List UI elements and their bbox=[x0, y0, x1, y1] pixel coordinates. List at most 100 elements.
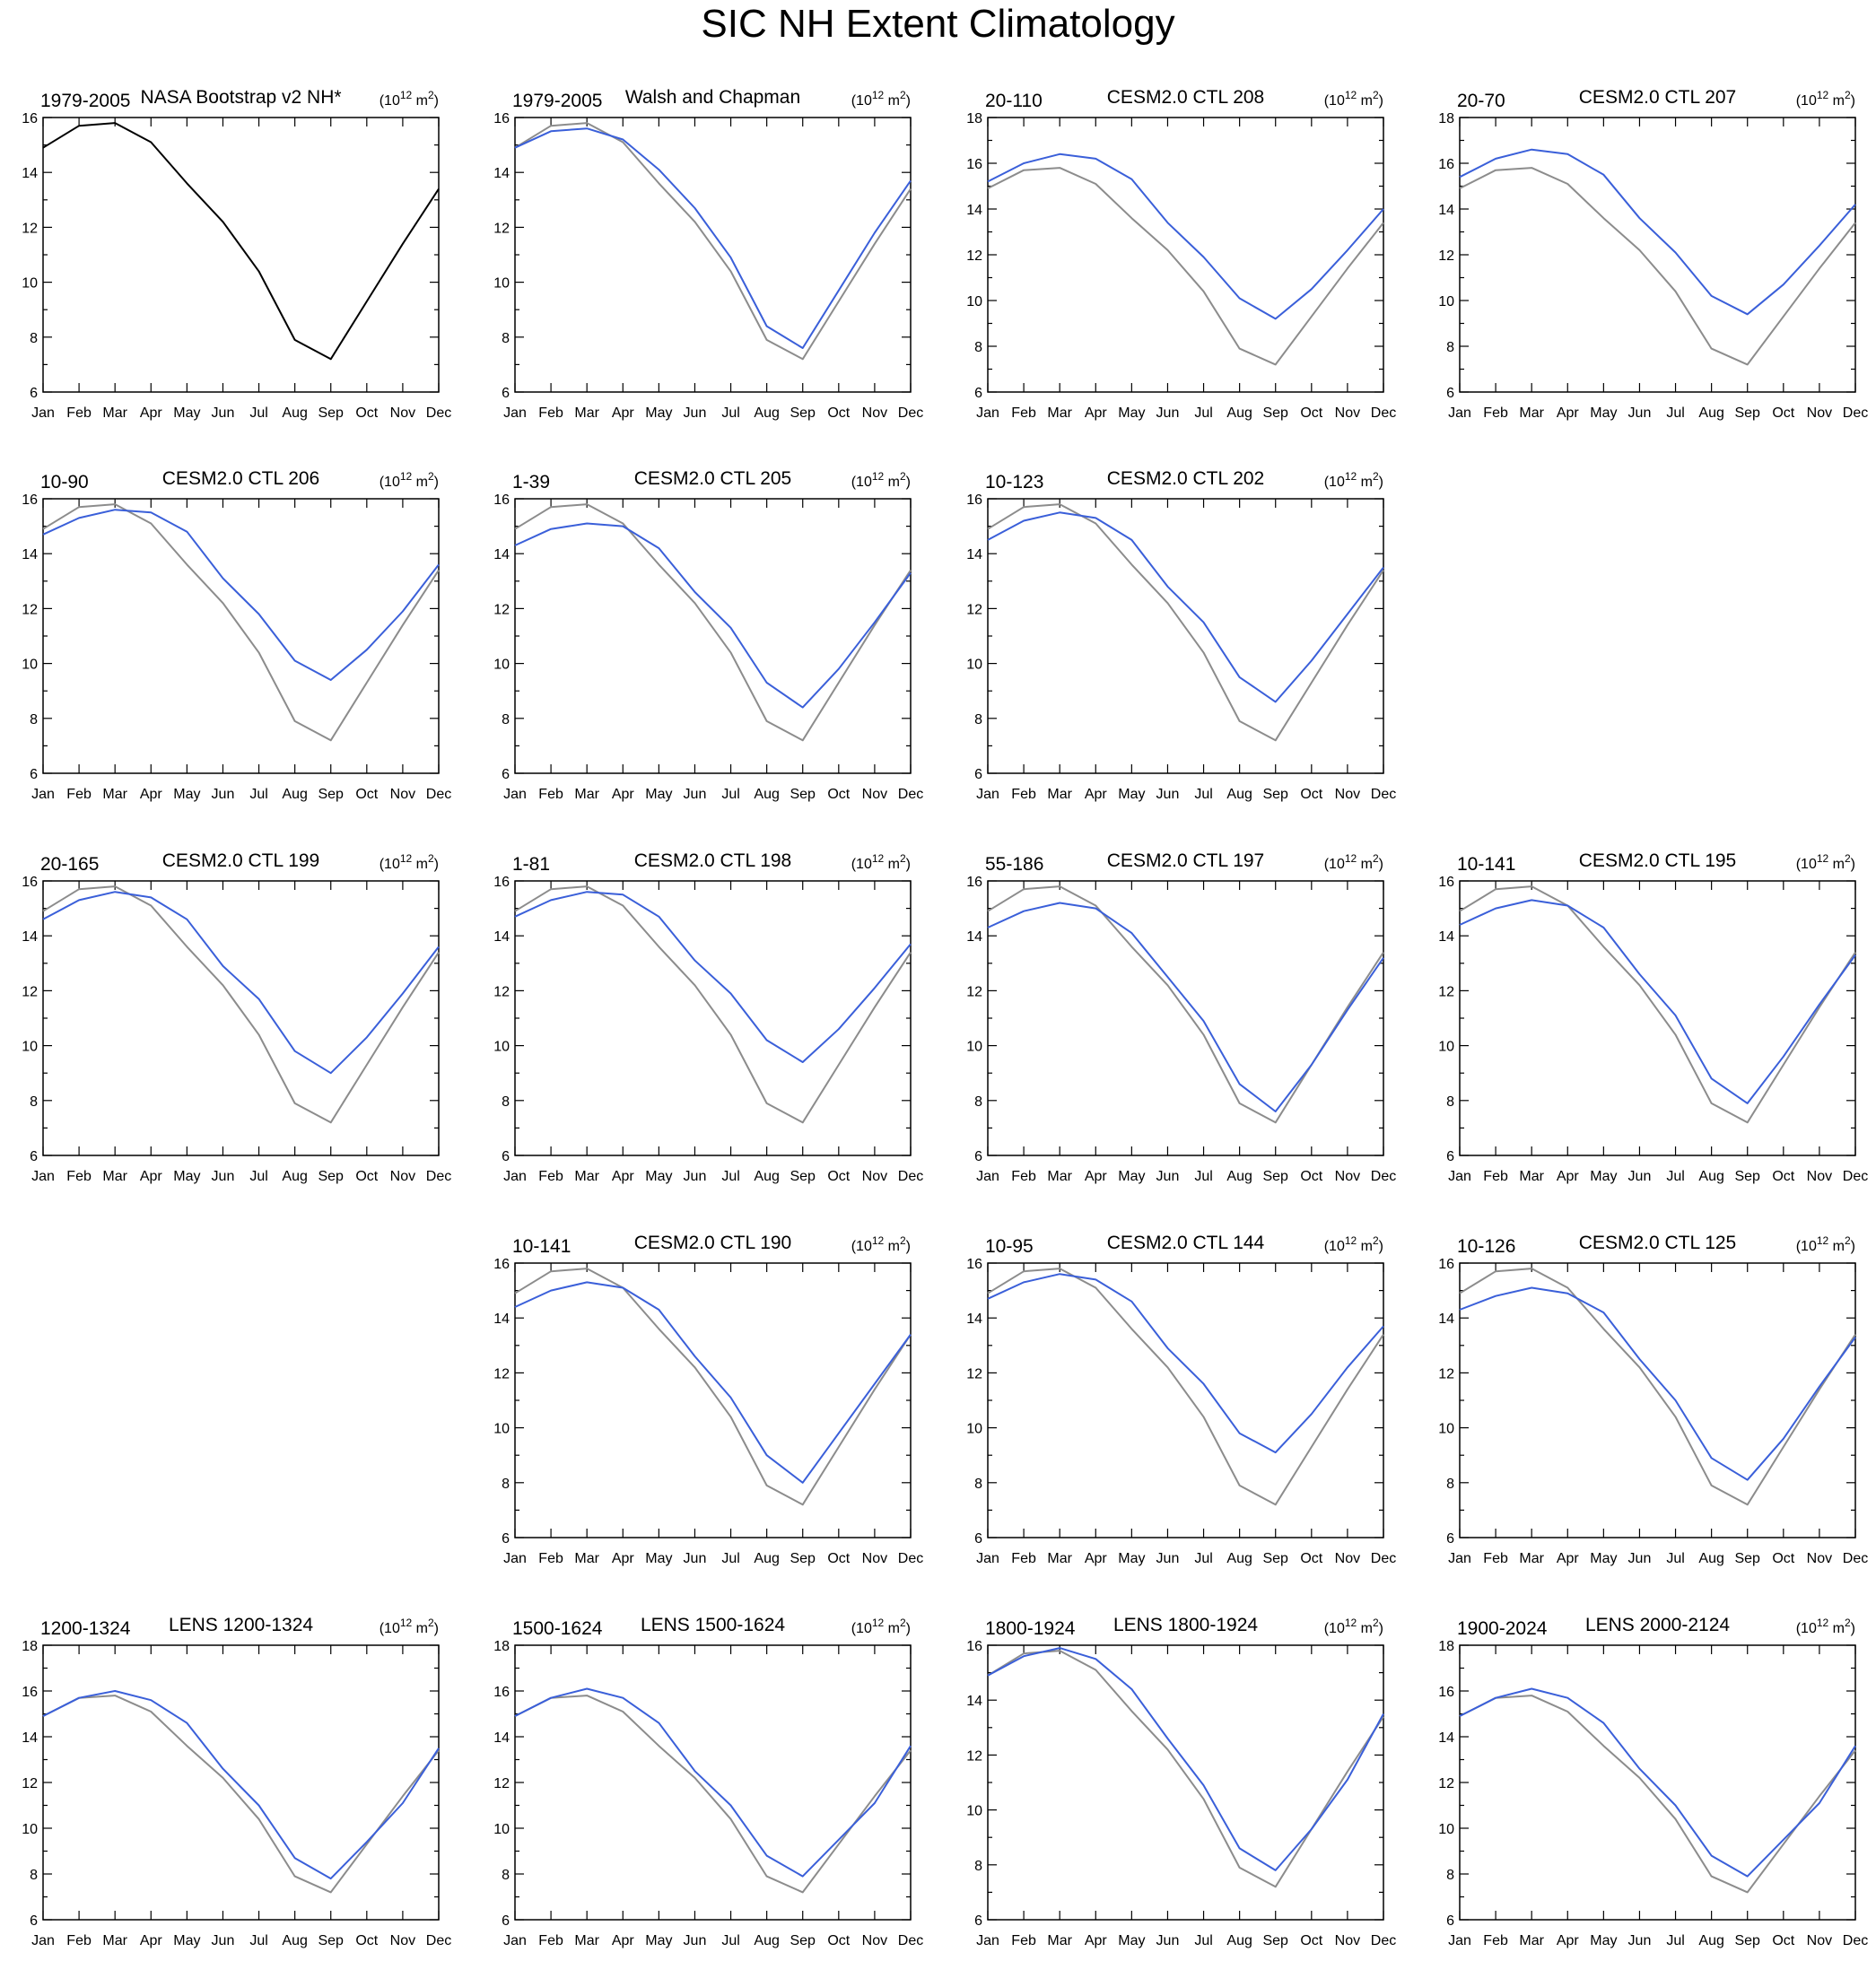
x-tick-label: May bbox=[1118, 405, 1145, 421]
plot-frame bbox=[514, 1644, 912, 1921]
x-tick-label: Jun bbox=[1156, 1551, 1180, 1566]
y-tick-label: 16 bbox=[493, 1257, 510, 1272]
plot-frame bbox=[514, 880, 912, 1156]
x-tick-label: Sep bbox=[790, 405, 816, 421]
units-part: ) bbox=[1851, 1621, 1855, 1636]
x-tick-label: Oct bbox=[1772, 1169, 1794, 1184]
y-tick-label: 8 bbox=[974, 1859, 982, 1874]
x-tick-label: Sep bbox=[790, 787, 816, 802]
units-part: 12 bbox=[400, 89, 413, 101]
x-tick-label: Jan bbox=[1448, 1933, 1471, 1948]
x-tick-label: Oct bbox=[355, 1933, 378, 1948]
panel-period-label: 20-165 bbox=[40, 854, 99, 875]
x-tick-label: Sep bbox=[1262, 405, 1288, 421]
x-tick-label: May bbox=[173, 405, 200, 421]
y-tick-label: 12 bbox=[493, 221, 510, 236]
y-tick-label: 10 bbox=[22, 658, 38, 673]
series-line-model bbox=[1459, 1286, 1856, 1481]
y-tick-label: 16 bbox=[493, 1685, 510, 1700]
y-tick-label: 16 bbox=[493, 492, 510, 508]
x-tick-label: Apr bbox=[612, 787, 635, 802]
units-part: (10 bbox=[1324, 1621, 1345, 1636]
units-part: m bbox=[884, 475, 900, 490]
x-tick-label: Jan bbox=[503, 405, 527, 421]
y-tick-label: 6 bbox=[30, 1913, 38, 1929]
panel-units-label: (1012 m2) bbox=[1324, 852, 1383, 872]
y-tick-label: 10 bbox=[493, 658, 510, 673]
x-tick-label: Jul bbox=[1194, 1551, 1212, 1566]
y-tick-label: 16 bbox=[22, 111, 38, 126]
y-tick-label: 6 bbox=[1446, 1531, 1454, 1547]
units-part: m bbox=[1828, 1621, 1845, 1636]
x-tick-label: Nov bbox=[390, 1169, 415, 1184]
plot-frame bbox=[1459, 1644, 1856, 1921]
y-tick-label: 10 bbox=[493, 1822, 510, 1837]
y-tick-label: 6 bbox=[502, 767, 510, 782]
y-tick-label: 12 bbox=[1438, 984, 1454, 999]
x-tick-label: May bbox=[173, 787, 200, 802]
x-tick-label: Aug bbox=[282, 405, 307, 421]
x-tick-label: Mar bbox=[1047, 405, 1072, 421]
series-line-reference bbox=[1459, 885, 1856, 1124]
plot-frame bbox=[987, 498, 1384, 774]
x-tick-label: Jul bbox=[721, 1169, 739, 1184]
x-tick-label: Oct bbox=[827, 1933, 850, 1948]
x-tick-label: Jul bbox=[1666, 1169, 1684, 1184]
y-tick-label: 10 bbox=[1438, 1040, 1454, 1055]
x-tick-label: Apr bbox=[612, 1551, 635, 1566]
x-tick-label: May bbox=[1590, 405, 1617, 421]
chart-panel: 6 8 10 12 14 16 Jan Feb Mar Apr May Jun Jul Aug Sep Oct… bbox=[1438, 1233, 1868, 1566]
panel-period-label: 1979-2005 bbox=[40, 91, 130, 111]
x-tick-label: Dec bbox=[426, 405, 451, 421]
x-tick-label: Apr bbox=[1557, 1169, 1580, 1184]
series-line-model bbox=[987, 153, 1384, 320]
units-part: 12 bbox=[1817, 852, 1829, 865]
units-part: ) bbox=[906, 857, 911, 872]
units-part: 12 bbox=[1345, 852, 1357, 865]
series-line-reference bbox=[514, 1695, 912, 1894]
x-tick-label: Aug bbox=[1226, 1933, 1252, 1948]
x-tick-label: Nov bbox=[1335, 405, 1360, 421]
y-tick-label: 10 bbox=[1438, 294, 1454, 309]
y-tick-label: 16 bbox=[1438, 1257, 1454, 1272]
x-tick-label: Oct bbox=[827, 1169, 850, 1184]
x-tick-label: Mar bbox=[574, 787, 599, 802]
panel-dataset-title: CESM2.0 CTL 195 bbox=[1579, 850, 1736, 871]
x-tick-label: May bbox=[173, 1933, 200, 1948]
series-line-reference bbox=[987, 1650, 1384, 1888]
series-line-reference bbox=[514, 1268, 912, 1506]
units-part: 12 bbox=[872, 852, 885, 865]
x-tick-label: Aug bbox=[754, 1551, 779, 1566]
y-tick-label: 10 bbox=[966, 1804, 982, 1819]
units-part: 2 bbox=[428, 1617, 434, 1629]
chart-panel: 6 8 10 12 14 16 Jan Feb Mar Apr May Jun Jul Aug Sep Oct… bbox=[966, 850, 1396, 1184]
panel-dataset-title: CESM2.0 CTL 202 bbox=[1107, 468, 1264, 489]
x-tick-label: Feb bbox=[1011, 405, 1036, 421]
x-tick-label: Jan bbox=[31, 1933, 55, 1948]
panel-units-label: (1012 m2) bbox=[851, 1234, 911, 1254]
y-tick-label: 8 bbox=[974, 340, 982, 355]
x-tick-label: Dec bbox=[426, 787, 451, 802]
x-tick-label: Nov bbox=[862, 1933, 887, 1948]
x-tick-label: Jan bbox=[503, 1169, 527, 1184]
x-tick-label: Feb bbox=[66, 787, 92, 802]
x-tick-label: Jul bbox=[249, 1933, 267, 1948]
x-tick-label: Jun bbox=[212, 787, 235, 802]
x-tick-label: Feb bbox=[538, 405, 563, 421]
units-part: (10 bbox=[851, 1621, 872, 1636]
y-tick-label: 12 bbox=[22, 602, 38, 617]
x-tick-label: Jan bbox=[503, 1933, 527, 1948]
x-tick-label: Jun bbox=[1156, 787, 1180, 802]
x-tick-label: Mar bbox=[574, 1169, 599, 1184]
series-line-model bbox=[1459, 899, 1856, 1104]
units-part: m bbox=[884, 1239, 900, 1254]
x-tick-label: Aug bbox=[1698, 1169, 1723, 1184]
chart-panel: 6 8 10 12 14 16 Jan Feb Mar Apr May Jun Jul Aug Sep Oct… bbox=[493, 1233, 923, 1566]
x-tick-label: Mar bbox=[574, 1933, 599, 1948]
x-tick-label: Jan bbox=[31, 1169, 55, 1184]
panel-dataset-title: CESM2.0 CTL 199 bbox=[162, 850, 319, 871]
series-line-reference bbox=[1459, 1268, 1856, 1506]
y-tick-label: 14 bbox=[493, 547, 510, 562]
x-tick-label: Mar bbox=[1519, 405, 1544, 421]
y-tick-label: 16 bbox=[1438, 157, 1454, 172]
